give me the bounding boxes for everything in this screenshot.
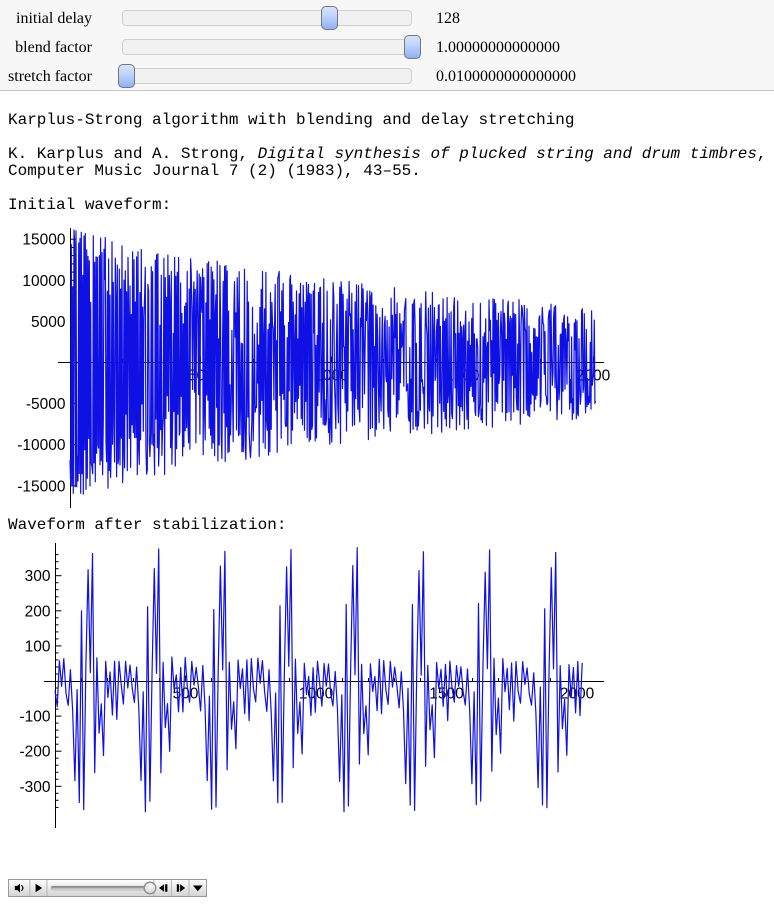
- svg-text:15000: 15000: [22, 232, 65, 249]
- svg-text:-200: -200: [19, 744, 50, 761]
- svg-text:-5000: -5000: [26, 396, 66, 413]
- svg-text:-100: -100: [19, 709, 50, 726]
- svg-text:-15000: -15000: [17, 478, 66, 495]
- svg-text:300: 300: [25, 568, 51, 585]
- svg-text:-10000: -10000: [17, 437, 66, 454]
- svg-text:100: 100: [25, 638, 51, 655]
- svg-text:5000: 5000: [31, 314, 66, 331]
- svg-text:10000: 10000: [22, 273, 65, 290]
- svg-text:-300: -300: [19, 779, 50, 796]
- svg-text:200: 200: [25, 603, 51, 620]
